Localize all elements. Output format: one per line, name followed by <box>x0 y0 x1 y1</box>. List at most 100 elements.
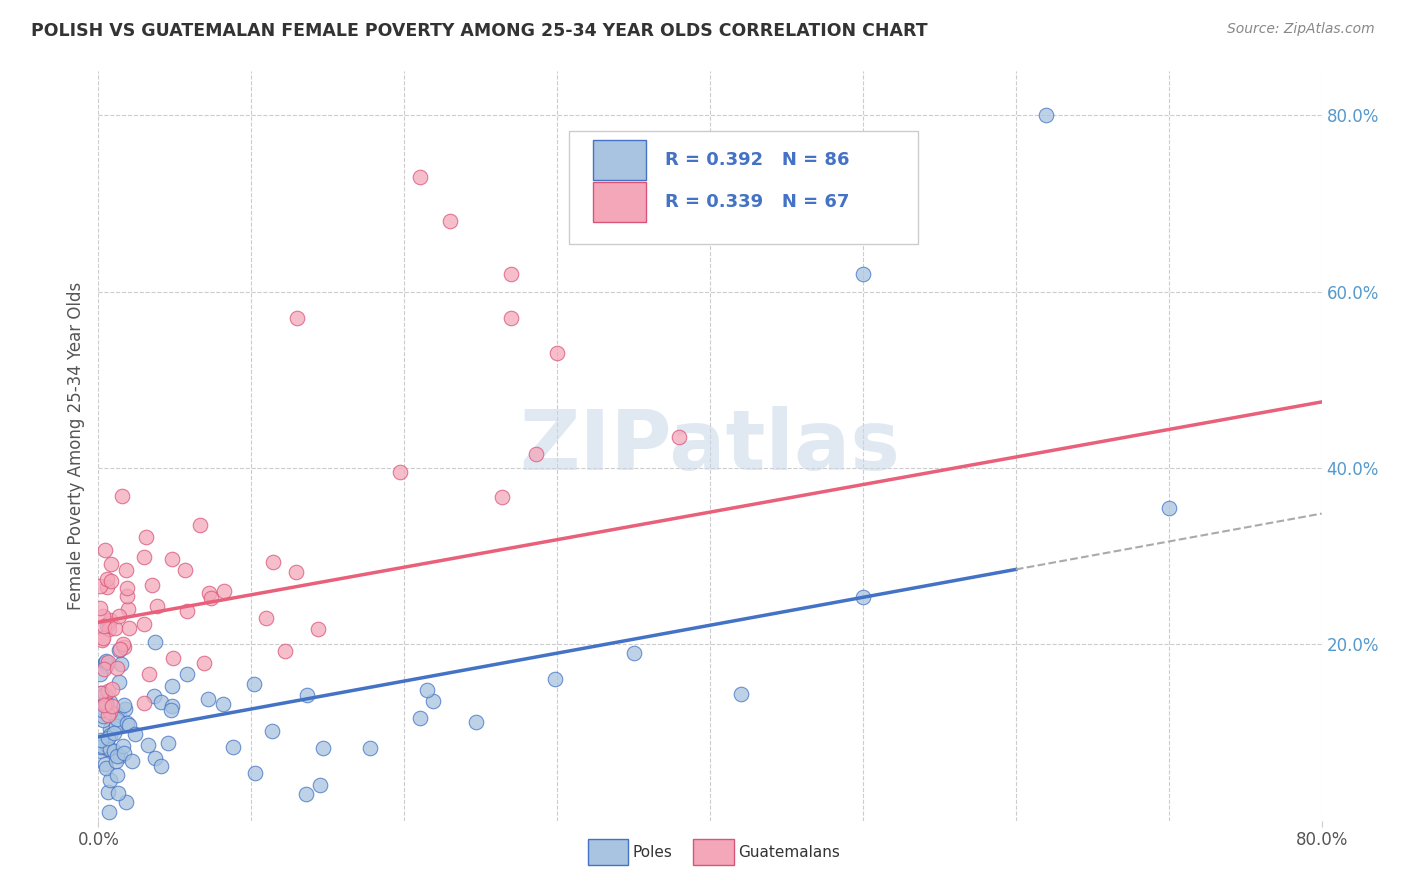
Point <box>491 490 513 504</box>
Point <box>114 701 136 715</box>
Point <box>143 751 166 765</box>
Point <box>103 726 125 740</box>
Point <box>132 616 155 631</box>
Point <box>112 746 135 760</box>
Point <box>135 530 157 544</box>
Point <box>524 447 547 461</box>
Point <box>94 656 117 670</box>
Point <box>107 768 129 782</box>
Point <box>97 684 120 698</box>
Point <box>1035 108 1057 122</box>
Point <box>98 695 121 709</box>
Point <box>117 589 139 603</box>
Point <box>105 754 128 768</box>
Point <box>312 741 335 756</box>
Point <box>118 718 141 732</box>
Point <box>115 581 138 595</box>
Point <box>96 697 118 711</box>
Point <box>141 578 163 592</box>
Point <box>96 654 118 668</box>
FancyBboxPatch shape <box>592 181 647 222</box>
Point <box>108 608 131 623</box>
Point <box>117 602 139 616</box>
Point <box>96 738 118 752</box>
Point <box>103 743 125 757</box>
Point <box>623 646 645 660</box>
Point <box>91 702 114 716</box>
Text: R = 0.392   N = 86: R = 0.392 N = 86 <box>665 151 849 169</box>
Point <box>108 707 131 722</box>
Point <box>188 517 211 532</box>
Point <box>94 696 117 710</box>
Point <box>156 736 179 750</box>
Point <box>117 715 139 730</box>
Point <box>91 713 114 727</box>
Point <box>273 644 295 658</box>
Point <box>91 709 114 723</box>
Point <box>100 723 122 737</box>
Point <box>852 590 875 604</box>
Point <box>90 685 112 699</box>
Text: R = 0.339   N = 67: R = 0.339 N = 67 <box>665 193 849 211</box>
Point <box>104 621 127 635</box>
Point <box>150 695 173 709</box>
Point <box>108 748 131 763</box>
Point <box>98 622 121 636</box>
Point <box>143 689 166 703</box>
Point <box>136 739 159 753</box>
Point <box>91 739 114 753</box>
Point <box>90 739 112 754</box>
Point <box>90 686 112 700</box>
Point <box>97 708 120 723</box>
Point <box>176 666 198 681</box>
Point <box>94 687 117 701</box>
Point <box>94 693 117 707</box>
Point <box>143 635 166 649</box>
Point <box>546 346 568 360</box>
Point <box>309 778 332 792</box>
Point <box>91 609 114 624</box>
Text: Poles: Poles <box>633 846 672 860</box>
Point <box>212 584 235 599</box>
Point <box>121 754 143 768</box>
Point <box>115 795 138 809</box>
Point <box>111 739 134 754</box>
Point <box>668 430 690 444</box>
Point <box>93 619 115 633</box>
Point <box>112 640 135 655</box>
Point <box>97 742 120 756</box>
Point <box>285 311 308 326</box>
Text: POLISH VS GUATEMALAN FEMALE POVERTY AMONG 25-34 YEAR OLDS CORRELATION CHART: POLISH VS GUATEMALAN FEMALE POVERTY AMON… <box>31 22 928 40</box>
Point <box>114 563 136 577</box>
Point <box>307 622 329 636</box>
Y-axis label: Female Poverty Among 25-34 Year Olds: Female Poverty Among 25-34 Year Olds <box>66 282 84 610</box>
Point <box>501 311 523 326</box>
Point <box>416 683 439 698</box>
Point <box>159 703 181 717</box>
Point <box>94 543 117 558</box>
Point <box>295 787 318 801</box>
Point <box>176 604 198 618</box>
Point <box>200 591 222 605</box>
Point <box>93 698 115 712</box>
Point <box>422 694 444 708</box>
Point <box>89 579 111 593</box>
Point <box>96 580 118 594</box>
Point <box>104 719 127 733</box>
Point <box>439 214 461 228</box>
Point <box>174 564 197 578</box>
Point <box>108 643 131 657</box>
Point <box>97 805 120 819</box>
Point <box>96 619 118 633</box>
Point <box>465 715 488 730</box>
Point <box>160 552 183 566</box>
Point <box>96 572 118 586</box>
Point <box>98 772 121 787</box>
Point <box>134 549 156 564</box>
Point <box>98 728 121 742</box>
Text: Source: ZipAtlas.com: Source: ZipAtlas.com <box>1227 22 1375 37</box>
Point <box>93 697 115 711</box>
Point <box>97 655 120 669</box>
Point <box>138 667 160 681</box>
Point <box>254 611 277 625</box>
